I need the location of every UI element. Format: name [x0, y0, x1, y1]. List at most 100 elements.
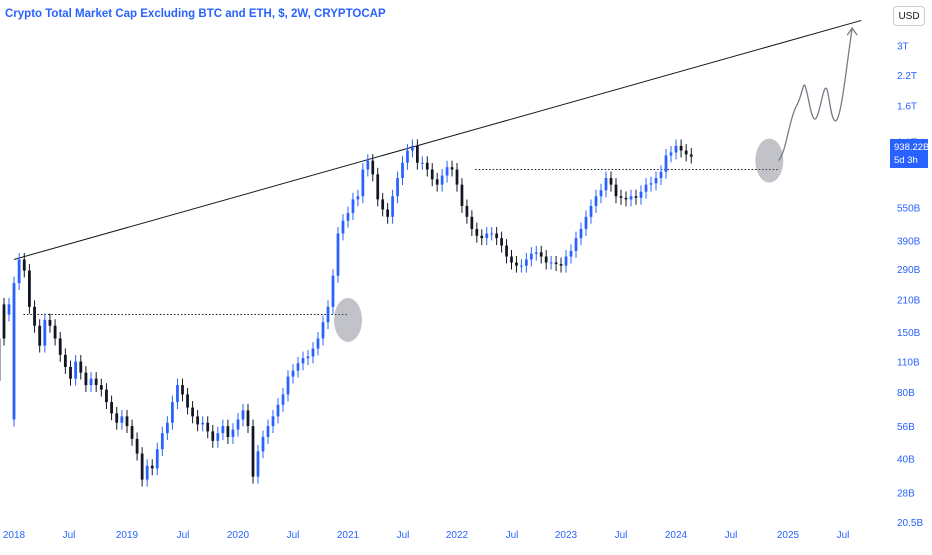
candle-body — [431, 170, 434, 180]
candle-body — [411, 146, 414, 151]
candle-body — [585, 217, 588, 229]
candle-body — [156, 449, 159, 468]
candle-body — [520, 266, 523, 267]
candle-body — [362, 170, 365, 197]
candle-body — [232, 430, 235, 437]
candle-body — [575, 238, 578, 251]
candle-body — [23, 259, 26, 270]
candle-body — [54, 326, 57, 339]
candle-body — [357, 196, 360, 199]
candle-body — [272, 416, 275, 426]
candle-body — [670, 152, 673, 155]
candle-body — [216, 433, 219, 441]
candle-body — [38, 326, 41, 346]
y-tick-label: 80B — [897, 388, 915, 399]
candle-body — [277, 405, 280, 417]
candle-body — [595, 196, 598, 206]
candle-body — [191, 408, 194, 417]
candle-body — [141, 454, 144, 480]
candle-body — [386, 209, 389, 216]
candle-body — [540, 252, 543, 256]
candle-body — [322, 322, 325, 338]
candle-body — [505, 246, 508, 257]
candle-body — [371, 161, 374, 175]
candle-body — [287, 377, 290, 395]
candle-body — [680, 146, 683, 151]
candle-body — [665, 155, 668, 171]
candle-body — [307, 356, 310, 358]
candle-body — [495, 233, 498, 238]
candle-body — [635, 196, 638, 198]
candle-body — [555, 263, 558, 265]
candle-body — [475, 229, 478, 236]
candle-body — [115, 413, 118, 422]
x-tick-label: 2023 — [555, 530, 578, 541]
candle-body — [33, 307, 36, 326]
candle-body — [625, 198, 628, 200]
candle-body — [406, 151, 409, 163]
candle-body — [485, 233, 488, 238]
y-tick-label: 110B — [897, 358, 920, 369]
candle-body — [181, 385, 184, 394]
candle-body — [605, 178, 608, 190]
candle-body — [8, 304, 11, 314]
candle-body — [436, 179, 439, 184]
candle-body — [337, 233, 340, 275]
candle-body — [171, 402, 174, 423]
candle-body — [176, 385, 179, 402]
candle-body — [292, 371, 295, 377]
y-tick-label: 290B — [897, 265, 921, 276]
candle-body — [282, 394, 285, 404]
y-tick-label: 20.5B — [897, 518, 923, 529]
candle-body — [570, 251, 573, 257]
candle-body — [396, 178, 399, 196]
y-tick-label: 390B — [897, 237, 921, 248]
candle-body — [530, 254, 533, 260]
x-tick-label: 2025 — [777, 530, 800, 541]
candle-body — [332, 276, 335, 307]
candle-body — [221, 426, 224, 433]
candle-body — [471, 217, 474, 229]
candle-body — [376, 174, 379, 199]
currency-button[interactable]: USD — [893, 6, 925, 26]
candle-body — [28, 271, 31, 307]
candle-body — [352, 199, 355, 213]
x-tick-label: Jul — [837, 530, 850, 541]
candle-body — [166, 423, 169, 433]
candle-body — [560, 264, 563, 266]
candle-body — [131, 426, 134, 439]
bar-countdown: 5d 3h — [894, 154, 928, 167]
candle-body — [317, 339, 320, 349]
price-axis[interactable]: 3T2.2T1.6T1.1T550B390B290B210B150B110B80… — [897, 42, 923, 530]
candle-body — [461, 185, 464, 206]
candle-body — [660, 172, 663, 178]
candle-body — [446, 167, 449, 175]
y-tick-label: 550B — [897, 204, 921, 215]
x-tick-label: 2018 — [3, 530, 26, 541]
candle-body — [645, 185, 648, 192]
candle-body — [342, 221, 345, 234]
candle-body — [105, 390, 108, 402]
candle-body — [3, 304, 6, 338]
x-tick-label: 2024 — [665, 530, 688, 541]
x-tick-label: Jul — [615, 530, 628, 541]
candle-body — [43, 320, 46, 346]
candle-body — [456, 170, 459, 185]
candle-body — [186, 394, 189, 407]
candle-body — [565, 257, 568, 266]
x-tick-label: 2019 — [116, 530, 139, 541]
candle-body — [640, 192, 643, 198]
candle-body — [110, 402, 113, 413]
candle-body — [312, 349, 315, 357]
candle-body — [421, 163, 424, 164]
y-tick-label: 1.6T — [897, 102, 917, 113]
candle-body — [510, 257, 513, 263]
candle-body — [297, 363, 300, 370]
y-tick-label: 28B — [897, 488, 915, 499]
candle-body — [515, 263, 518, 266]
candle-body — [201, 423, 204, 425]
candle-body — [237, 420, 240, 430]
